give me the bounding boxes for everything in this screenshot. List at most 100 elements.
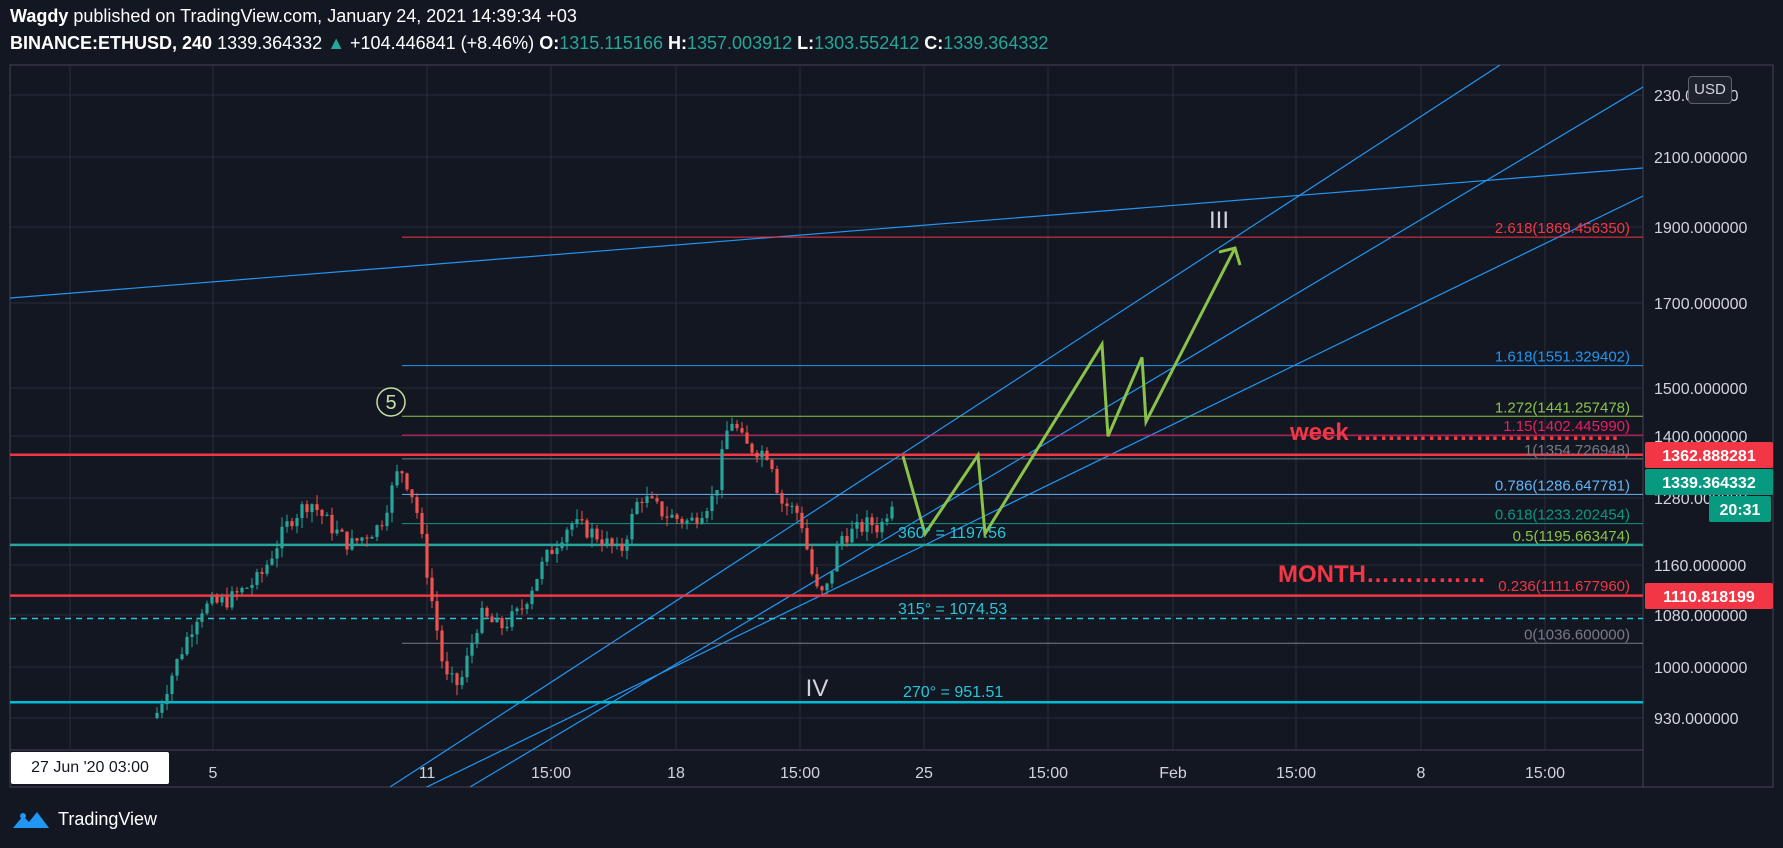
candle-body: [310, 504, 314, 513]
candle-body: [330, 514, 334, 534]
candle-body: [470, 643, 474, 656]
candle-body: [295, 518, 299, 527]
candle-body: [160, 704, 164, 713]
time-axis[interactable]: 5 11 15:00 18 15:00 25 15:00 Feb 15:00 8 15:00: [209, 765, 1566, 782]
candle-body: [890, 506, 894, 519]
candle-body: [760, 450, 764, 458]
fib-level-label: 0.236(1111.677960): [1498, 578, 1630, 595]
candle-body: [665, 516, 669, 518]
candle-body: [340, 529, 344, 532]
candle-body: [885, 518, 889, 522]
candle-body: [490, 616, 494, 623]
candle-body: [355, 538, 359, 541]
candle-body: [480, 607, 484, 633]
time-tick-label: 18: [667, 765, 685, 782]
price-tick-label: 1500.000000: [1654, 381, 1748, 398]
time-tick-label: Feb: [1159, 765, 1187, 782]
price-axis[interactable]: 230.0000002100.0000001900.0000001700.000…: [1654, 88, 1748, 728]
candle-body: [520, 608, 524, 610]
price-label-box: [1645, 442, 1773, 468]
price-label-box: [1709, 496, 1771, 522]
candle-body: [660, 501, 664, 517]
wave-5-label: 5: [385, 392, 396, 414]
candle-body: [555, 548, 559, 555]
projection-path: [901, 246, 1242, 539]
candle-body: [695, 517, 699, 524]
wave-iv-label: IV: [806, 675, 829, 702]
candle-body: [325, 514, 329, 516]
candle-body: [220, 597, 224, 603]
fib-level-label: 0.5(1195.663474): [1513, 528, 1630, 545]
candle-body: [540, 561, 544, 580]
candle-body: [495, 618, 499, 623]
candle-body: [400, 471, 404, 474]
close-value: 1339.364332: [943, 33, 1049, 53]
candle-body: [435, 601, 439, 631]
candle-body: [645, 496, 649, 504]
fib-labels: 2.618(1869.456350) 1.618(1551.329402) 1.27…: [1495, 220, 1630, 643]
candle-body: [745, 432, 749, 444]
candle-body: [560, 542, 564, 549]
time-tick-label: 15:00: [531, 765, 571, 782]
candle-body: [600, 539, 604, 546]
candle-body: [755, 452, 759, 458]
projection-wave-line: [901, 247, 1237, 539]
candle-body: [405, 473, 409, 490]
candle-body: [825, 583, 829, 591]
candle-body: [335, 529, 339, 534]
brand-name[interactable]: TradingView: [58, 808, 158, 829]
fib-level-label: 0.786(1286.647781): [1495, 477, 1630, 494]
candle-body: [570, 523, 574, 530]
candle-body: [280, 526, 284, 549]
candle-body: [805, 528, 809, 550]
candle-body: [465, 655, 469, 678]
candle-body: [425, 533, 429, 578]
candle-body: [580, 519, 584, 521]
candle-body: [855, 521, 859, 529]
gann-angle-label: 360° = 1197.56: [898, 525, 1006, 542]
symbol-name[interactable]: BINANCE:ETHUSD, 240: [10, 33, 213, 53]
candle-body: [500, 618, 504, 629]
fib-level-label: 1.618(1551.329402): [1495, 349, 1630, 366]
high-value: 1357.003912: [687, 33, 793, 53]
candle-body: [180, 654, 184, 660]
candle-body: [320, 509, 324, 516]
candle-body: [680, 518, 684, 524]
candle-body: [785, 503, 789, 507]
last-price: 1339.364332: [217, 33, 323, 53]
candle-body: [315, 504, 319, 510]
candle-body: [530, 590, 534, 605]
time-tick-label: 25: [915, 765, 933, 782]
candle-body: [175, 659, 179, 676]
candle-body: [740, 428, 744, 433]
candle-body: [830, 571, 834, 584]
candle-body: [260, 572, 264, 574]
wave-iii-label: III: [1209, 207, 1229, 234]
candle-body: [290, 521, 294, 527]
candle-body: [735, 423, 739, 429]
price-tick-label: 2100.000000: [1654, 150, 1748, 167]
candle-body: [630, 514, 634, 540]
candle-body: [255, 572, 259, 585]
candle-body: [720, 449, 724, 491]
author-name[interactable]: Wagdy: [10, 6, 69, 26]
candle-body: [450, 673, 454, 675]
candle-body: [205, 603, 209, 614]
currency-button[interactable]: USD: [1688, 76, 1732, 104]
candle-body: [810, 549, 814, 575]
price-tick-label: 930.000000: [1654, 711, 1739, 728]
gann-angle-label: 270° = 951.51: [903, 684, 1003, 701]
price-label-box: [1645, 583, 1773, 609]
candle-body: [780, 492, 784, 504]
wave-5-circle: [376, 387, 406, 417]
candle-body: [370, 536, 374, 539]
price-label-text: 1362.888281: [1662, 448, 1756, 465]
candle-body: [850, 528, 854, 543]
candle-body: [305, 504, 309, 513]
price-labels: 1362.888281 1339.364332 20:31 1110.818199: [1645, 442, 1773, 609]
candle-body: [875, 525, 879, 533]
candle-body: [155, 712, 159, 718]
candle-body: [725, 430, 729, 450]
candle-body: [235, 591, 239, 593]
